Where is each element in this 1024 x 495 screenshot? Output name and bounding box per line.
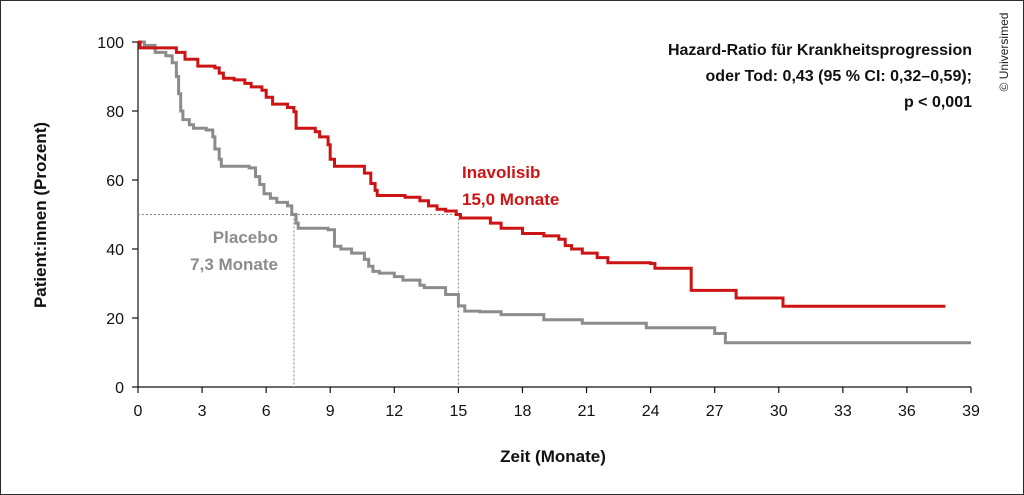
x-axis-title: Zeit (Monate) xyxy=(500,447,606,466)
x-tick-label: 33 xyxy=(834,403,852,420)
placebo-median-label: 7,3 Monate xyxy=(190,255,278,274)
y-tick-label: 20 xyxy=(106,311,124,328)
annotation-line-1: Hazard-Ratio für Krankheitsprogression xyxy=(668,42,972,59)
x-tick-label: 27 xyxy=(706,403,724,420)
placebo-series-name: Placebo xyxy=(213,228,278,247)
median-reference-lines xyxy=(138,214,459,387)
x-tick-label: 30 xyxy=(770,403,788,420)
hazard-ratio-annotation: Hazard-Ratio für Krankheitsprogression o… xyxy=(668,42,972,111)
y-tick-label: 100 xyxy=(97,35,124,52)
survival-curves xyxy=(138,40,971,345)
x-tick-label: 12 xyxy=(385,403,403,420)
annotation-line-2: oder Tod: 0,43 (95 % CI: 0,32–0,59); xyxy=(706,68,972,85)
x-tick-label: 21 xyxy=(578,403,596,420)
placebo-label: Placebo 7,3 Monate xyxy=(190,228,278,274)
x-tick-label: 0 xyxy=(134,403,143,420)
inavolisib-series-name: Inavolisib xyxy=(462,163,540,182)
copyright-credit: © Universimed xyxy=(997,13,1011,92)
annotation-line-3: p < 0,001 xyxy=(904,94,972,111)
placebo-curve xyxy=(138,40,971,345)
x-tick-label: 9 xyxy=(326,403,335,420)
x-tick-label: 39 xyxy=(962,403,980,420)
x-tick-label: 3 xyxy=(198,403,207,420)
x-tick-label: 36 xyxy=(898,403,916,420)
inavolisib-curve xyxy=(138,40,946,308)
y-tick-label: 0 xyxy=(115,380,124,397)
y-tick-label: 60 xyxy=(106,173,124,190)
x-tick-label: 6 xyxy=(262,403,271,420)
y-tick-label: 80 xyxy=(106,104,124,121)
inavolisib-median-label: 15,0 Monate xyxy=(462,190,559,209)
inavolisib-label: Inavolisib 15,0 Monate xyxy=(462,163,559,209)
y-tick-label: 40 xyxy=(106,242,124,259)
y-axis-title: Patient:innen (Prozent) xyxy=(31,122,50,308)
x-tick-label: 24 xyxy=(642,403,660,420)
x-tick-label: 18 xyxy=(514,403,532,420)
x-tick-label: 15 xyxy=(449,403,467,420)
